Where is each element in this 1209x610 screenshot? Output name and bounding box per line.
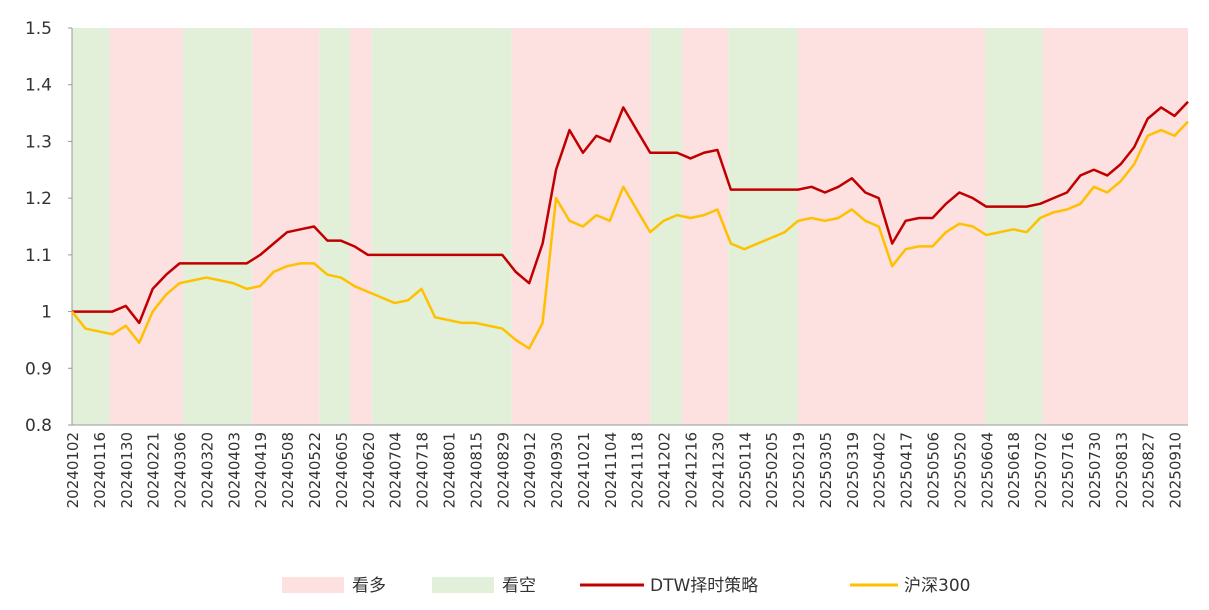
- x-tick-label: 20240829: [494, 432, 512, 508]
- legend-label: DTW择时策略: [650, 576, 758, 596]
- y-tick-label: 1.4: [25, 76, 52, 96]
- series-line: [71, 120, 1189, 350]
- x-tick-label: 20240221: [145, 432, 163, 508]
- y-tick-label: 1.1: [25, 246, 52, 266]
- x-tick-label: 20250618: [1005, 432, 1023, 508]
- x-tick-label: 20240403: [225, 432, 243, 508]
- x-tick-label: 20250813: [1113, 432, 1131, 508]
- x-tick-label: 20250219: [790, 432, 808, 508]
- regime-band: [319, 28, 351, 425]
- x-tick-label: 20250730: [1086, 432, 1104, 508]
- x-tick-label: 20240912: [521, 432, 539, 508]
- y-tick-label: 1.5: [25, 19, 52, 39]
- regime-band: [72, 28, 110, 425]
- regime-band: [350, 28, 372, 425]
- x-tick-label: 20240102: [64, 432, 82, 508]
- regime-band: [182, 28, 253, 425]
- regime-band: [109, 28, 183, 425]
- x-tick-label: 20250205: [763, 432, 781, 508]
- x-tick-label: 20241230: [709, 432, 727, 508]
- x-tick-label: 20250114: [736, 432, 754, 508]
- x-tick-label: 20241216: [683, 432, 701, 508]
- y-tick-label: 0.9: [25, 359, 52, 379]
- x-tick-label: 20250506: [925, 432, 943, 508]
- x-tick-label: 20240605: [333, 432, 351, 508]
- y-tick-label: 1: [41, 303, 52, 323]
- x-tick-label: 20250827: [1140, 432, 1158, 508]
- regime-band: [682, 28, 729, 425]
- x-tick-label: 20241021: [575, 432, 593, 508]
- x-tick-label: 20240801: [440, 432, 458, 508]
- x-tick-label: 20240116: [91, 432, 109, 508]
- x-tick-label: 20240508: [279, 432, 297, 508]
- x-tick-label: 20240930: [548, 432, 566, 508]
- x-tick-label: 20240815: [467, 432, 485, 508]
- regime-band: [371, 28, 512, 425]
- x-tick-label: 20240419: [252, 432, 270, 508]
- legend-swatch: [282, 577, 344, 593]
- x-tick-label: 20240306: [172, 432, 190, 508]
- x-tick-label: 20250305: [817, 432, 835, 508]
- x-tick-label: 20240522: [306, 432, 324, 508]
- x-tick-label: 20241118: [629, 432, 647, 508]
- x-tick-label: 20250319: [844, 432, 862, 508]
- x-tick-label: 20240320: [198, 432, 216, 508]
- y-tick-label: 0.8: [25, 416, 52, 436]
- x-tick-label: 20240130: [118, 432, 136, 508]
- x-tick-label: 20250417: [898, 432, 916, 508]
- legend-label: 沪深300: [904, 576, 970, 596]
- x-tick-label: 20240718: [414, 432, 432, 508]
- x-tick-label: 20240620: [360, 432, 378, 508]
- legend-label: 看空: [502, 576, 536, 596]
- x-tick-label: 20240704: [387, 432, 405, 508]
- y-tick-label: 1.2: [25, 189, 52, 209]
- x-tick-label: 20250402: [871, 432, 889, 508]
- regime-band: [984, 28, 1043, 425]
- series-line: [72, 100, 1189, 325]
- x-tick-label: 20250520: [951, 432, 969, 508]
- regime-band: [728, 28, 799, 425]
- regime-band: [1042, 28, 1188, 425]
- x-tick-label: 20250702: [1032, 432, 1050, 508]
- x-tick-label: 20250604: [978, 432, 996, 508]
- legend-swatch: [432, 577, 494, 593]
- x-tick-label: 20241104: [602, 432, 620, 508]
- y-tick-label: 1.3: [25, 132, 52, 152]
- x-tick-label: 20250910: [1167, 432, 1185, 508]
- x-tick-label: 20241202: [656, 432, 674, 508]
- legend-label: 看多: [352, 576, 386, 596]
- x-tick-label: 20250716: [1059, 432, 1077, 508]
